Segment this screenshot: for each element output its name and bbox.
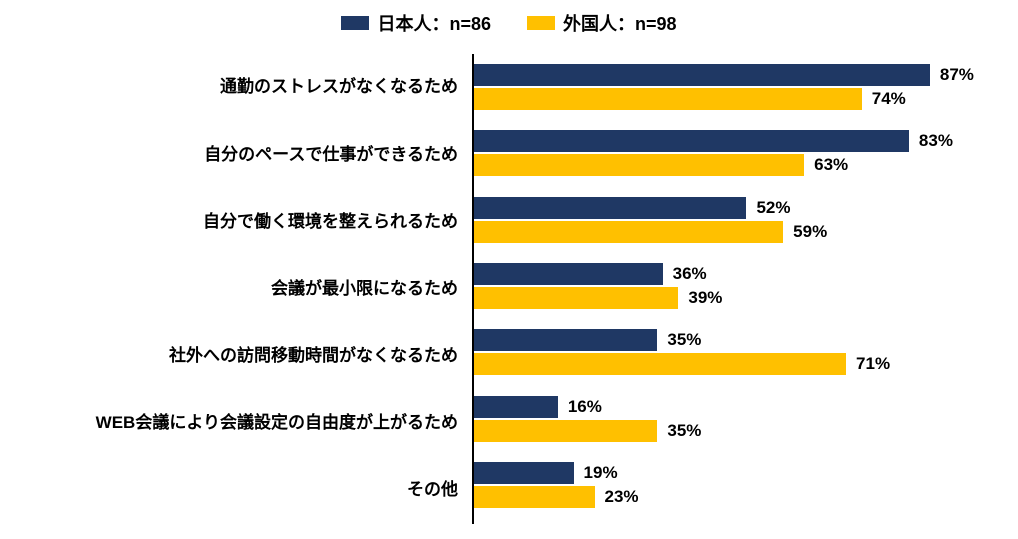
legend-swatch-fg: [527, 16, 555, 30]
bar-value: 35%: [667, 421, 701, 441]
bar-pair: 35% 71%: [474, 329, 998, 375]
legend-swatch-jp: [341, 16, 369, 30]
bar: [474, 486, 595, 508]
category-label: その他: [20, 480, 472, 500]
bars-area: 87%74%83%63%52%59%36%39%35%71%16%35%19%2…: [472, 54, 998, 524]
category-label: WEB会議により会議設定の自由度が上がるため: [20, 413, 472, 433]
bar-pair: 87% 74%: [474, 64, 998, 110]
bar-row-fg: 35%: [474, 420, 998, 442]
bar: [474, 221, 783, 243]
bar-value: 52%: [756, 198, 790, 218]
bar-row-jp: 19%: [474, 462, 998, 484]
bar: [474, 88, 862, 110]
bar-value: 71%: [856, 354, 890, 374]
bar-value: 74%: [872, 89, 906, 109]
bar: [474, 287, 678, 309]
bar-value: 59%: [793, 222, 827, 242]
bar-value: 87%: [940, 65, 974, 85]
bar: [474, 329, 657, 351]
bar: [474, 197, 746, 219]
category-label: 会議が最小限になるため: [20, 279, 472, 299]
category-label: 社外への訪問移動時間がなくなるため: [20, 346, 472, 366]
bar-row-fg: 59%: [474, 221, 998, 243]
bar: [474, 263, 663, 285]
bar-row-jp: 52%: [474, 197, 998, 219]
bar-pair: 19%23%: [474, 462, 998, 508]
bar-pair: 16% 35%: [474, 396, 998, 442]
legend: 日本人：n=86 外国人：n=98: [20, 10, 998, 36]
bar-row-jp: 35%: [474, 329, 998, 351]
bar: [474, 353, 846, 375]
bar-value: 19%: [584, 463, 618, 483]
bar-row-jp: 36%: [474, 263, 998, 285]
bar: [474, 462, 574, 484]
bar-value: 39%: [688, 288, 722, 308]
bar-row-jp: 83%: [474, 130, 998, 152]
bar-value: 23%: [605, 487, 639, 507]
bar-value: 83%: [919, 131, 953, 151]
bar-pair: 83% 63%: [474, 130, 998, 176]
legend-label-fg: 外国人：n=98: [563, 10, 677, 36]
bar-pair: 52%59%: [474, 197, 998, 243]
bar-value: 36%: [673, 264, 707, 284]
chart-container: 日本人：n=86 外国人：n=98 通勤のストレスがなくなるため自分のペースで仕…: [0, 0, 1018, 539]
bar-row-fg: 71%: [474, 353, 998, 375]
bar: [474, 130, 909, 152]
category-label: 通勤のストレスがなくなるため: [20, 77, 472, 97]
bar-row-jp: 87%: [474, 64, 998, 86]
bar: [474, 396, 558, 418]
category-labels: 通勤のストレスがなくなるため自分のペースで仕事ができるため自分で働く環境を整えら…: [20, 54, 472, 524]
legend-item-jp: 日本人：n=86: [341, 10, 491, 36]
plot-area: 通勤のストレスがなくなるため自分のペースで仕事ができるため自分で働く環境を整えら…: [20, 54, 998, 524]
bar-pair: 36%39%: [474, 263, 998, 309]
bar-row-fg: 39%: [474, 287, 998, 309]
bar-row-jp: 16%: [474, 396, 998, 418]
bar: [474, 154, 804, 176]
bar-value: 63%: [814, 155, 848, 175]
bar: [474, 420, 657, 442]
bar-value: 35%: [667, 330, 701, 350]
bar-row-fg: 63%: [474, 154, 998, 176]
category-label: 自分で働く環境を整えられるため: [20, 212, 472, 232]
bar-row-fg: 23%: [474, 486, 998, 508]
category-label: 自分のペースで仕事ができるため: [20, 145, 472, 165]
legend-label-jp: 日本人：n=86: [377, 10, 491, 36]
bar-value: 16%: [568, 397, 602, 417]
legend-item-fg: 外国人：n=98: [527, 10, 677, 36]
bar-row-fg: 74%: [474, 88, 998, 110]
bar: [474, 64, 930, 86]
